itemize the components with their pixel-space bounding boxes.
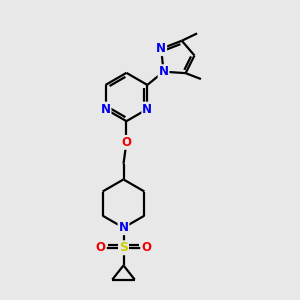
Text: O: O (122, 136, 131, 149)
Text: N: N (118, 221, 128, 234)
Text: N: N (158, 65, 169, 78)
Text: N: N (156, 42, 166, 55)
Text: O: O (141, 241, 151, 254)
Text: N: N (100, 103, 110, 116)
Text: N: N (142, 103, 152, 116)
Text: O: O (96, 241, 106, 254)
Text: S: S (119, 241, 128, 254)
